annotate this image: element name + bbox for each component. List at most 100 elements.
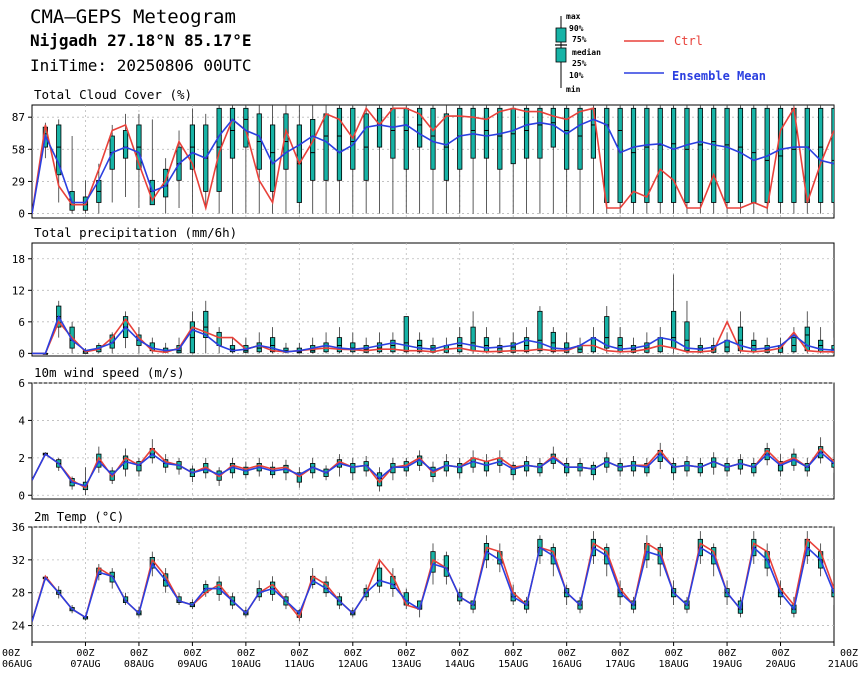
y-tick-label: 87	[12, 111, 25, 124]
box	[376, 342, 383, 353]
box	[229, 345, 236, 353]
box	[216, 107, 222, 192]
box	[791, 337, 797, 353]
box	[497, 107, 503, 170]
x-tick-date: 15AUG	[498, 659, 528, 670]
x-tick-hour: 00Z	[772, 648, 790, 659]
x-tick-hour: 00Z	[451, 648, 469, 659]
x-tick-hour: 00Z	[397, 648, 415, 659]
box	[229, 107, 236, 159]
box	[269, 337, 276, 353]
box	[550, 331, 556, 353]
x-tick-date: 07AUG	[70, 659, 100, 670]
box	[564, 342, 570, 353]
box	[109, 334, 115, 349]
x-tick-date: 18AUG	[659, 659, 689, 670]
x-tick-hour: 00Z	[558, 648, 576, 659]
box	[697, 463, 703, 474]
y-tick-label: 58	[12, 143, 25, 156]
box	[390, 107, 396, 159]
box	[671, 463, 677, 474]
box	[564, 107, 570, 170]
box	[737, 107, 744, 203]
box	[617, 107, 623, 203]
box	[376, 107, 383, 148]
box	[510, 107, 516, 165]
y-tick-label: 6	[18, 377, 25, 390]
x-tick-hour: 00Z	[76, 648, 94, 659]
x-tick-hour: 00Z	[718, 648, 736, 659]
y-tick-label: 28	[12, 587, 25, 600]
box	[537, 107, 543, 159]
x-tick-date: 21AUG	[828, 659, 858, 670]
ctrl-line	[32, 105, 834, 214]
y-tick-label: 6	[18, 316, 25, 329]
legend-ctrl-label: Ctrl	[674, 34, 703, 48]
legend-box-label: median	[572, 47, 601, 57]
box	[777, 461, 784, 472]
y-tick-label: 0	[18, 489, 25, 502]
box	[483, 461, 490, 472]
chart-title: CMA–GEPS Meteogram	[30, 6, 236, 28]
box	[510, 464, 516, 476]
panel-1: Total precipitation (mm/6h) 0 6 12 18	[12, 225, 835, 360]
y-tick-label: 2	[18, 452, 25, 465]
box	[430, 107, 436, 170]
ctrl-line	[32, 317, 834, 355]
x-tick-date: 09AUG	[177, 659, 207, 670]
box	[564, 463, 570, 474]
x-tick-hour: 00Z	[344, 648, 362, 659]
box	[657, 107, 663, 203]
x-tick-hour: 00Z	[665, 648, 683, 659]
box	[403, 107, 409, 170]
y-tick-label: 36	[12, 521, 25, 534]
box	[243, 107, 249, 148]
box	[604, 107, 610, 203]
box	[470, 326, 476, 352]
init-time-label: IniTime: 20250806 00UTC	[30, 56, 252, 75]
box	[724, 339, 730, 353]
box	[417, 339, 423, 353]
box	[256, 342, 262, 353]
box	[751, 339, 757, 353]
legend-box-label: 90%	[569, 24, 584, 33]
box	[684, 107, 690, 203]
panel-title: 10m wind speed (m/s)	[34, 365, 185, 380]
panel-title: Total Cloud Cover (%)	[34, 87, 192, 102]
box	[537, 463, 543, 474]
box	[376, 567, 383, 587]
box	[390, 339, 396, 353]
box	[136, 461, 142, 472]
x-tick-date: 20AUG	[765, 659, 795, 670]
panel-0: Total Cloud Cover (%) 0 29 58 87	[12, 87, 835, 221]
ensemble-mean-line	[32, 314, 834, 355]
box	[310, 119, 316, 181]
x-tick-hour: 00Z	[611, 648, 629, 659]
legend-mean-label: Ensemble Mean	[672, 69, 766, 83]
box	[417, 107, 423, 148]
box	[777, 107, 784, 203]
box	[457, 463, 463, 474]
legend-box-label: max	[566, 12, 581, 21]
box-group	[42, 105, 834, 214]
y-tick-label: 32	[12, 554, 25, 567]
ensemble-mean-line	[32, 545, 834, 622]
ctrl-line	[32, 537, 834, 622]
y-tick-label: 29	[12, 175, 25, 188]
box	[604, 316, 610, 349]
box	[523, 337, 530, 353]
box	[711, 107, 717, 203]
box	[751, 107, 757, 203]
box	[577, 107, 583, 170]
box	[457, 337, 463, 353]
legend-box-label: 75%	[572, 35, 587, 44]
box	[831, 107, 834, 203]
panel-title: 2m Temp (°C)	[34, 509, 124, 524]
x-tick-date: 13AUG	[391, 659, 421, 670]
box	[56, 124, 62, 176]
x-tick-date: 19AUG	[712, 659, 742, 670]
box-group	[42, 437, 834, 496]
x-tick-date: 10AUG	[231, 659, 261, 670]
legend-box-label: min	[566, 84, 581, 94]
